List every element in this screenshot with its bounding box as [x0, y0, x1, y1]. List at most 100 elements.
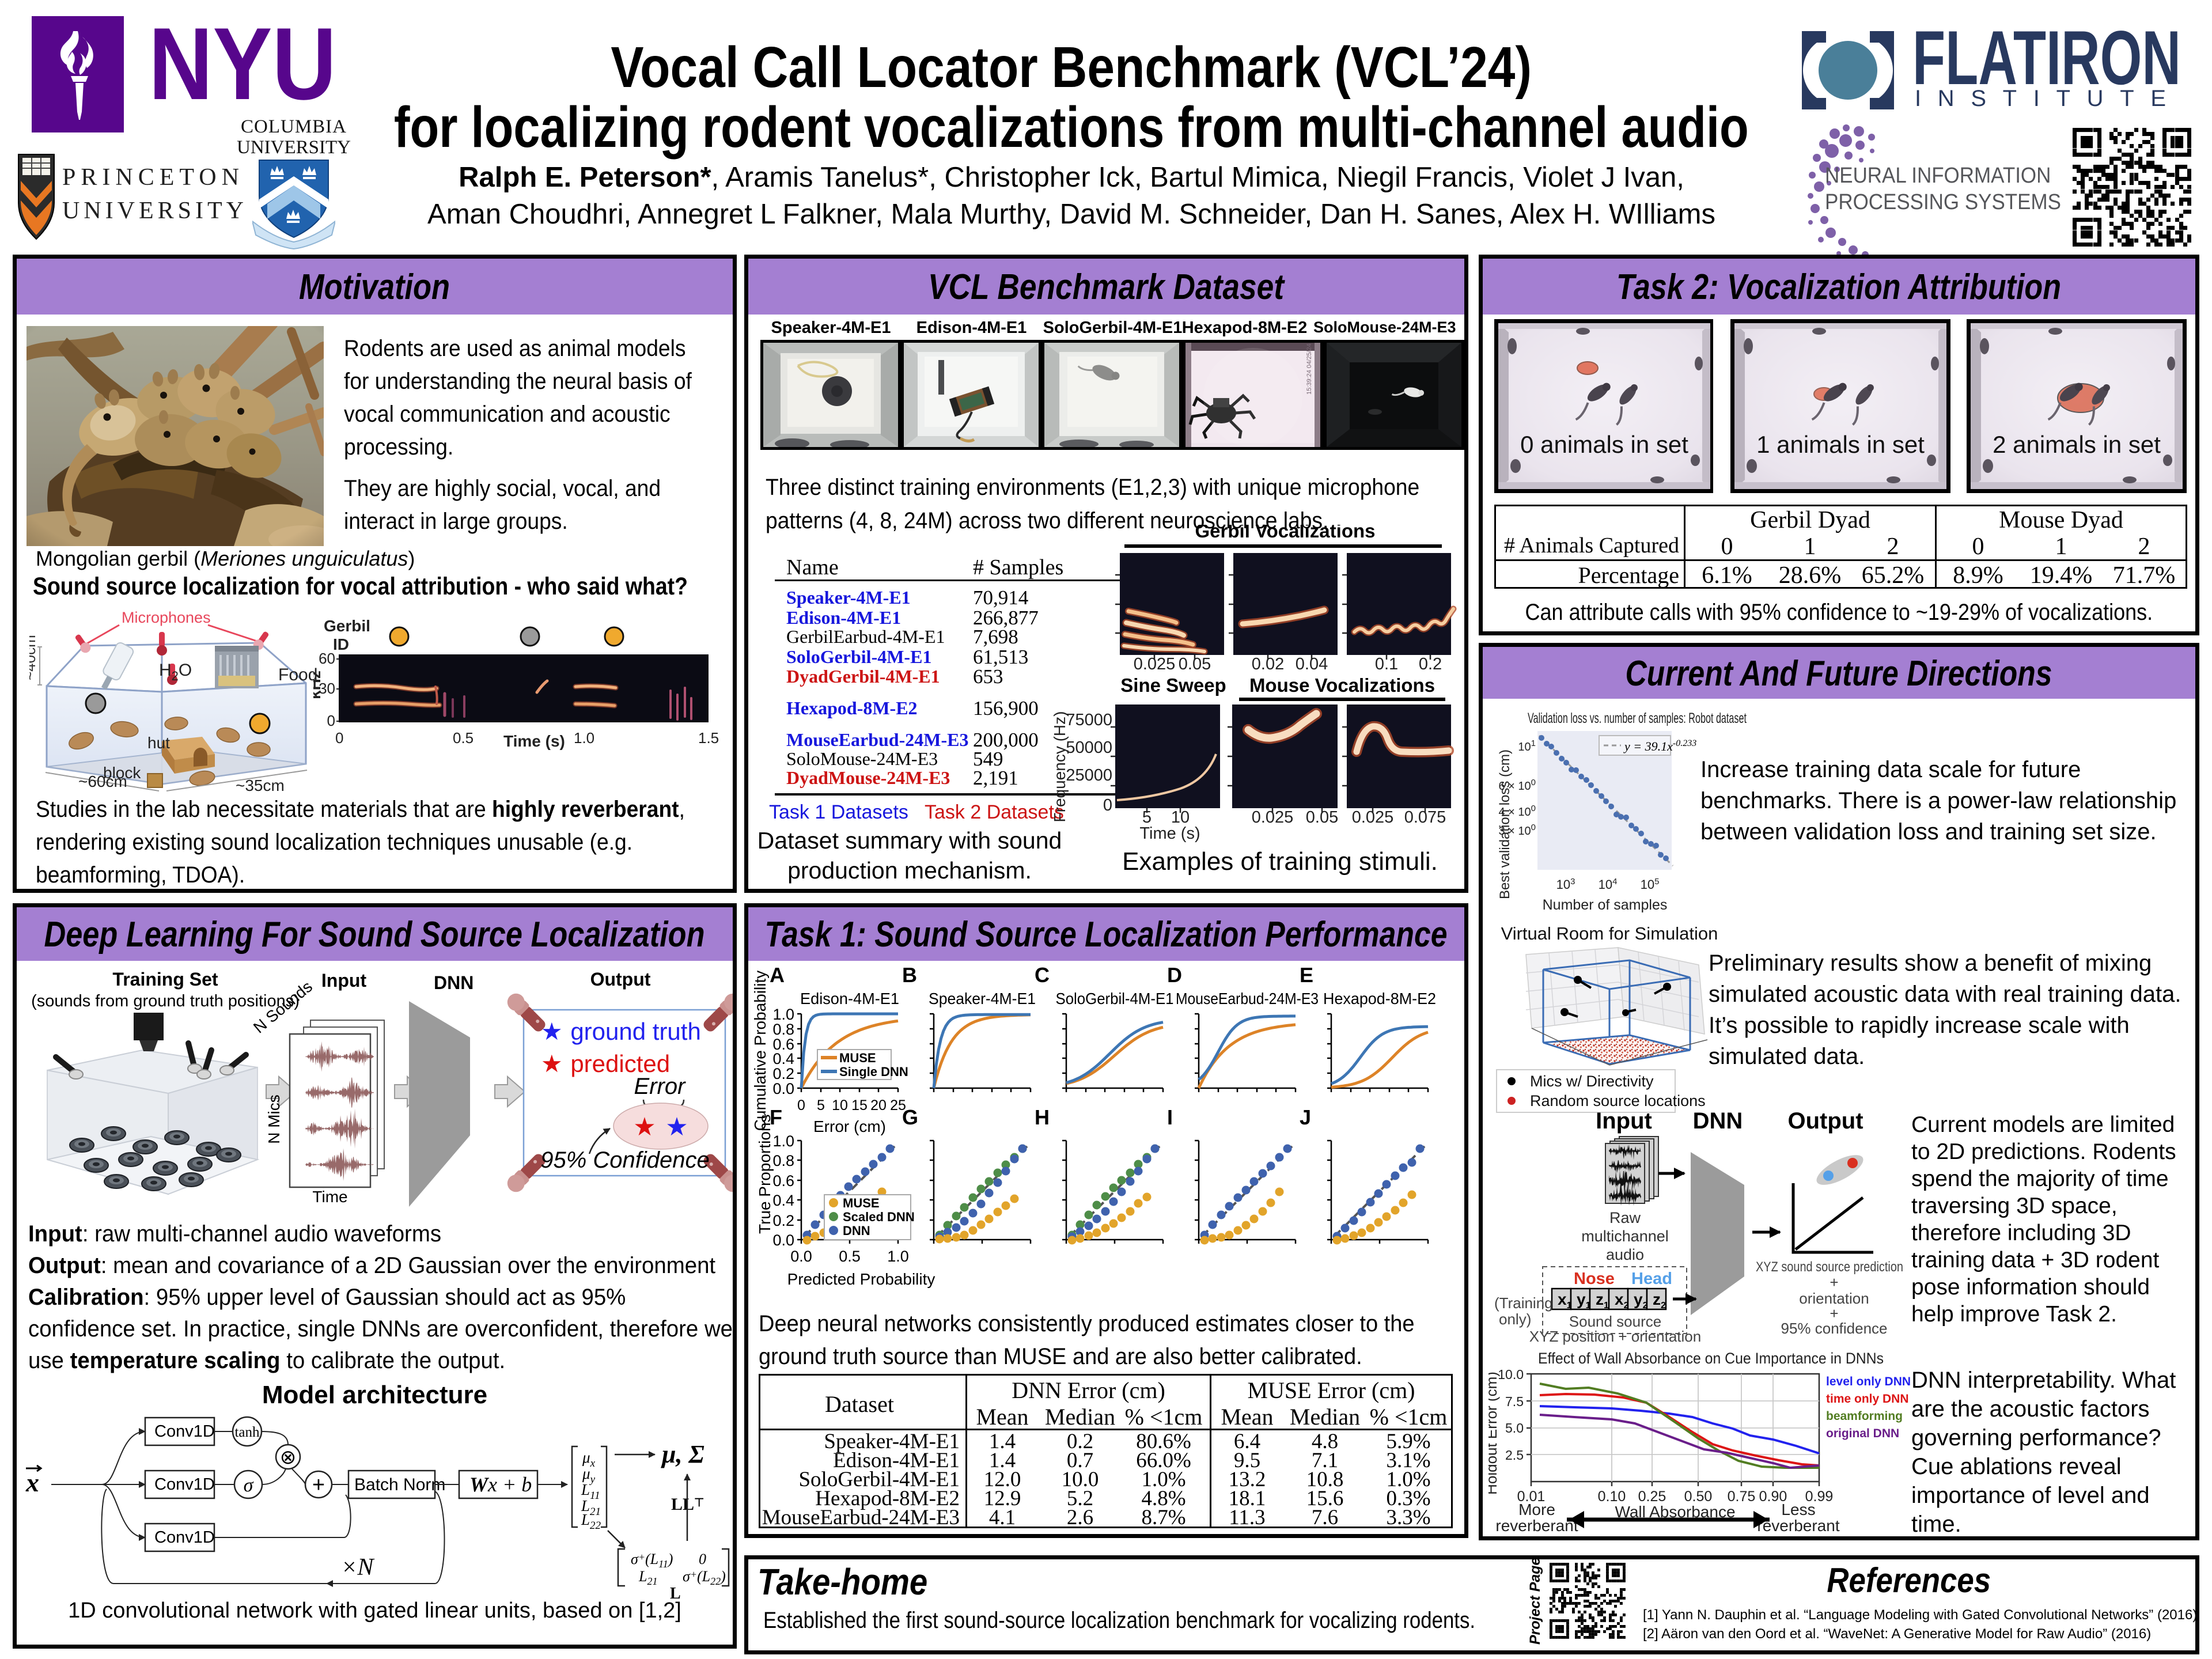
svg-text:+: + — [1830, 1305, 1838, 1322]
svg-text:1.5: 1.5 — [698, 729, 719, 747]
svg-text:Conv1D: Conv1D — [154, 1475, 215, 1494]
svg-text:Mouse Vocalizations: Mouse Vocalizations — [1249, 675, 1435, 696]
svg-text:10: 10 — [832, 1097, 848, 1113]
svg-text:Gerbil: Gerbil — [324, 617, 370, 635]
svg-text:Input: Input — [1596, 1108, 1652, 1134]
svg-text:tanh: tanh — [234, 1425, 260, 1440]
svg-text:σ+(L11): σ+(L11) — [631, 1551, 673, 1570]
svg-text:25: 25 — [890, 1097, 906, 1113]
svg-text:0.6: 0.6 — [772, 1172, 794, 1190]
svg-text:A: A — [770, 965, 785, 987]
svg-text:0: 0 — [327, 712, 335, 729]
svg-text:μ, Σ: μ, Σ — [661, 1440, 704, 1468]
svg-text:Head: Head — [1631, 1270, 1672, 1288]
svg-text:0.5: 0.5 — [839, 1248, 861, 1265]
svg-text:75000: 75000 — [1066, 711, 1112, 729]
svg-text:104: 104 — [1599, 877, 1618, 892]
svg-text:D: D — [1167, 965, 1182, 987]
svg-text:1.0: 1.0 — [574, 729, 594, 747]
svg-text:⊗: ⊗ — [280, 1446, 297, 1468]
svg-text:H2O: H2O — [159, 661, 192, 683]
svg-text:10.0: 10.0 — [1498, 1367, 1524, 1382]
svg-text:1.0: 1.0 — [772, 1006, 794, 1023]
svg-text:0.05: 0.05 — [1179, 655, 1211, 673]
svg-text:15:39:24 04/25/24: 15:39:24 04/25/24 — [1306, 343, 1313, 395]
svg-text:Motivation: Motivation — [299, 267, 450, 307]
svg-text:0.01: 0.01 — [1517, 1488, 1546, 1505]
svg-text:Task 2: Vocalization Attributi: Task 2: Vocalization Attribution — [1616, 267, 2061, 307]
svg-text:★ ground truth: ★ ground truth — [541, 1018, 701, 1045]
svg-text:C: C — [1035, 965, 1050, 987]
svg-text:XYZ sound source prediction: XYZ sound source prediction — [1756, 1259, 1903, 1275]
svg-text:MUSE: MUSE — [839, 1051, 876, 1065]
svg-text:Current And Future Directions: Current And Future Directions — [1626, 654, 2052, 694]
svg-text:Frequency (Hz): Frequency (Hz) — [1052, 711, 1069, 823]
svg-text:★: ★ — [633, 1113, 656, 1141]
svg-text:0.075: 0.075 — [1404, 808, 1446, 827]
svg-text:Time: Time — [312, 1188, 347, 1206]
svg-text:I: I — [1167, 1105, 1173, 1129]
svg-text:L21: L21 — [638, 1568, 657, 1587]
svg-text:time only DNN: time only DNN — [1826, 1392, 1909, 1406]
svg-text:0.05: 0.05 — [1306, 808, 1338, 827]
svg-text:0.4: 0.4 — [772, 1050, 794, 1067]
svg-text:0.0: 0.0 — [790, 1248, 812, 1265]
svg-text:5: 5 — [817, 1097, 825, 1113]
svg-text:Sine Sweep: Sine Sweep — [1120, 675, 1226, 696]
svg-text:XYZ position + orientation: XYZ position + orientation — [1529, 1328, 1701, 1345]
svg-text:Number of samples: Number of samples — [1543, 897, 1668, 913]
svg-text:Random source locations: Random source locations — [1530, 1092, 1706, 1109]
svg-text:level only DNN: level only DNN — [1826, 1375, 1911, 1388]
svg-text:N Mics: N Mics — [265, 1094, 283, 1144]
svg-text:Task 1: Sound Source Localizat: Task 1: Sound Source Localization Perfor… — [765, 915, 1448, 955]
svg-text:0.25: 0.25 — [1638, 1488, 1666, 1505]
svg-text:hut: hut — [147, 734, 170, 752]
svg-text:95% confidence: 95% confidence — [1781, 1320, 1887, 1337]
svg-text:Output: Output — [590, 969, 651, 990]
svg-text:FLATIRON: FLATIRON — [1912, 26, 2181, 93]
svg-text:Holdout Error (cm): Holdout Error (cm) — [1488, 1372, 1500, 1495]
svg-text:★: ★ — [665, 1113, 688, 1141]
svg-text:Microphones: Microphones — [122, 611, 211, 626]
svg-text:30: 30 — [319, 680, 335, 697]
svg-text:~60cm: ~60cm — [78, 772, 127, 790]
svg-text:0.6: 0.6 — [772, 1036, 794, 1053]
svg-text:True Proportions: True Proportions — [756, 1115, 774, 1234]
svg-text:Nose: Nose — [1574, 1270, 1615, 1288]
svg-text:DNN: DNN — [843, 1224, 870, 1238]
svg-text:σ+(L22): σ+(L22) — [683, 1568, 726, 1587]
svg-text:x: x — [25, 1468, 39, 1497]
svg-text:Error (cm): Error (cm) — [813, 1118, 886, 1135]
svg-text:DNN: DNN — [434, 972, 474, 993]
svg-text:Speaker-4M-E1: Speaker-4M-E1 — [929, 990, 1036, 1007]
svg-text:Deep Learning For Sound Source: Deep Learning For Sound Source Localizat… — [44, 915, 705, 955]
svg-text:50000: 50000 — [1066, 738, 1112, 757]
svg-text:Input: Input — [321, 970, 367, 991]
svg-text:H: H — [1035, 1105, 1050, 1129]
svg-text:0.75: 0.75 — [1728, 1488, 1756, 1505]
svg-text:0: 0 — [335, 729, 343, 747]
svg-text:6 × 100: 6 × 100 — [1498, 778, 1536, 793]
svg-text:Edison-4M-E1: Edison-4M-E1 — [800, 990, 899, 1007]
svg-text:~35cm: ~35cm — [236, 777, 285, 794]
svg-text:95% Confidence: 95% Confidence — [540, 1147, 710, 1173]
svg-text:103: 103 — [1556, 877, 1575, 892]
svg-text:0.50: 0.50 — [1684, 1488, 1713, 1505]
svg-text:Single DNN: Single DNN — [839, 1065, 908, 1079]
svg-text:E: E — [1300, 965, 1313, 987]
svg-text:+: + — [312, 1473, 325, 1497]
svg-text:Error: Error — [634, 1074, 687, 1099]
svg-text:0.8: 0.8 — [772, 1152, 794, 1169]
svg-text:1 animals in set: 1 animals in set — [1756, 431, 1925, 458]
svg-text:0: 0 — [699, 1551, 706, 1567]
svg-text:multichannel: multichannel — [1581, 1228, 1669, 1245]
svg-text:MouseEarbud-24M-E3: MouseEarbud-24M-E3 — [1176, 990, 1319, 1007]
svg-text:audio: audio — [1606, 1246, 1644, 1263]
svg-text:0.025: 0.025 — [1252, 808, 1294, 827]
svg-text:5.0: 5.0 — [1505, 1421, 1524, 1435]
svg-text:Cumulative Probability: Cumulative Probability — [753, 971, 769, 1131]
svg-text:3 × 100: 3 × 100 — [1498, 823, 1536, 838]
svg-text:0.2: 0.2 — [772, 1065, 794, 1082]
svg-text:INSTITUTE: INSTITUTE — [1915, 86, 2180, 111]
